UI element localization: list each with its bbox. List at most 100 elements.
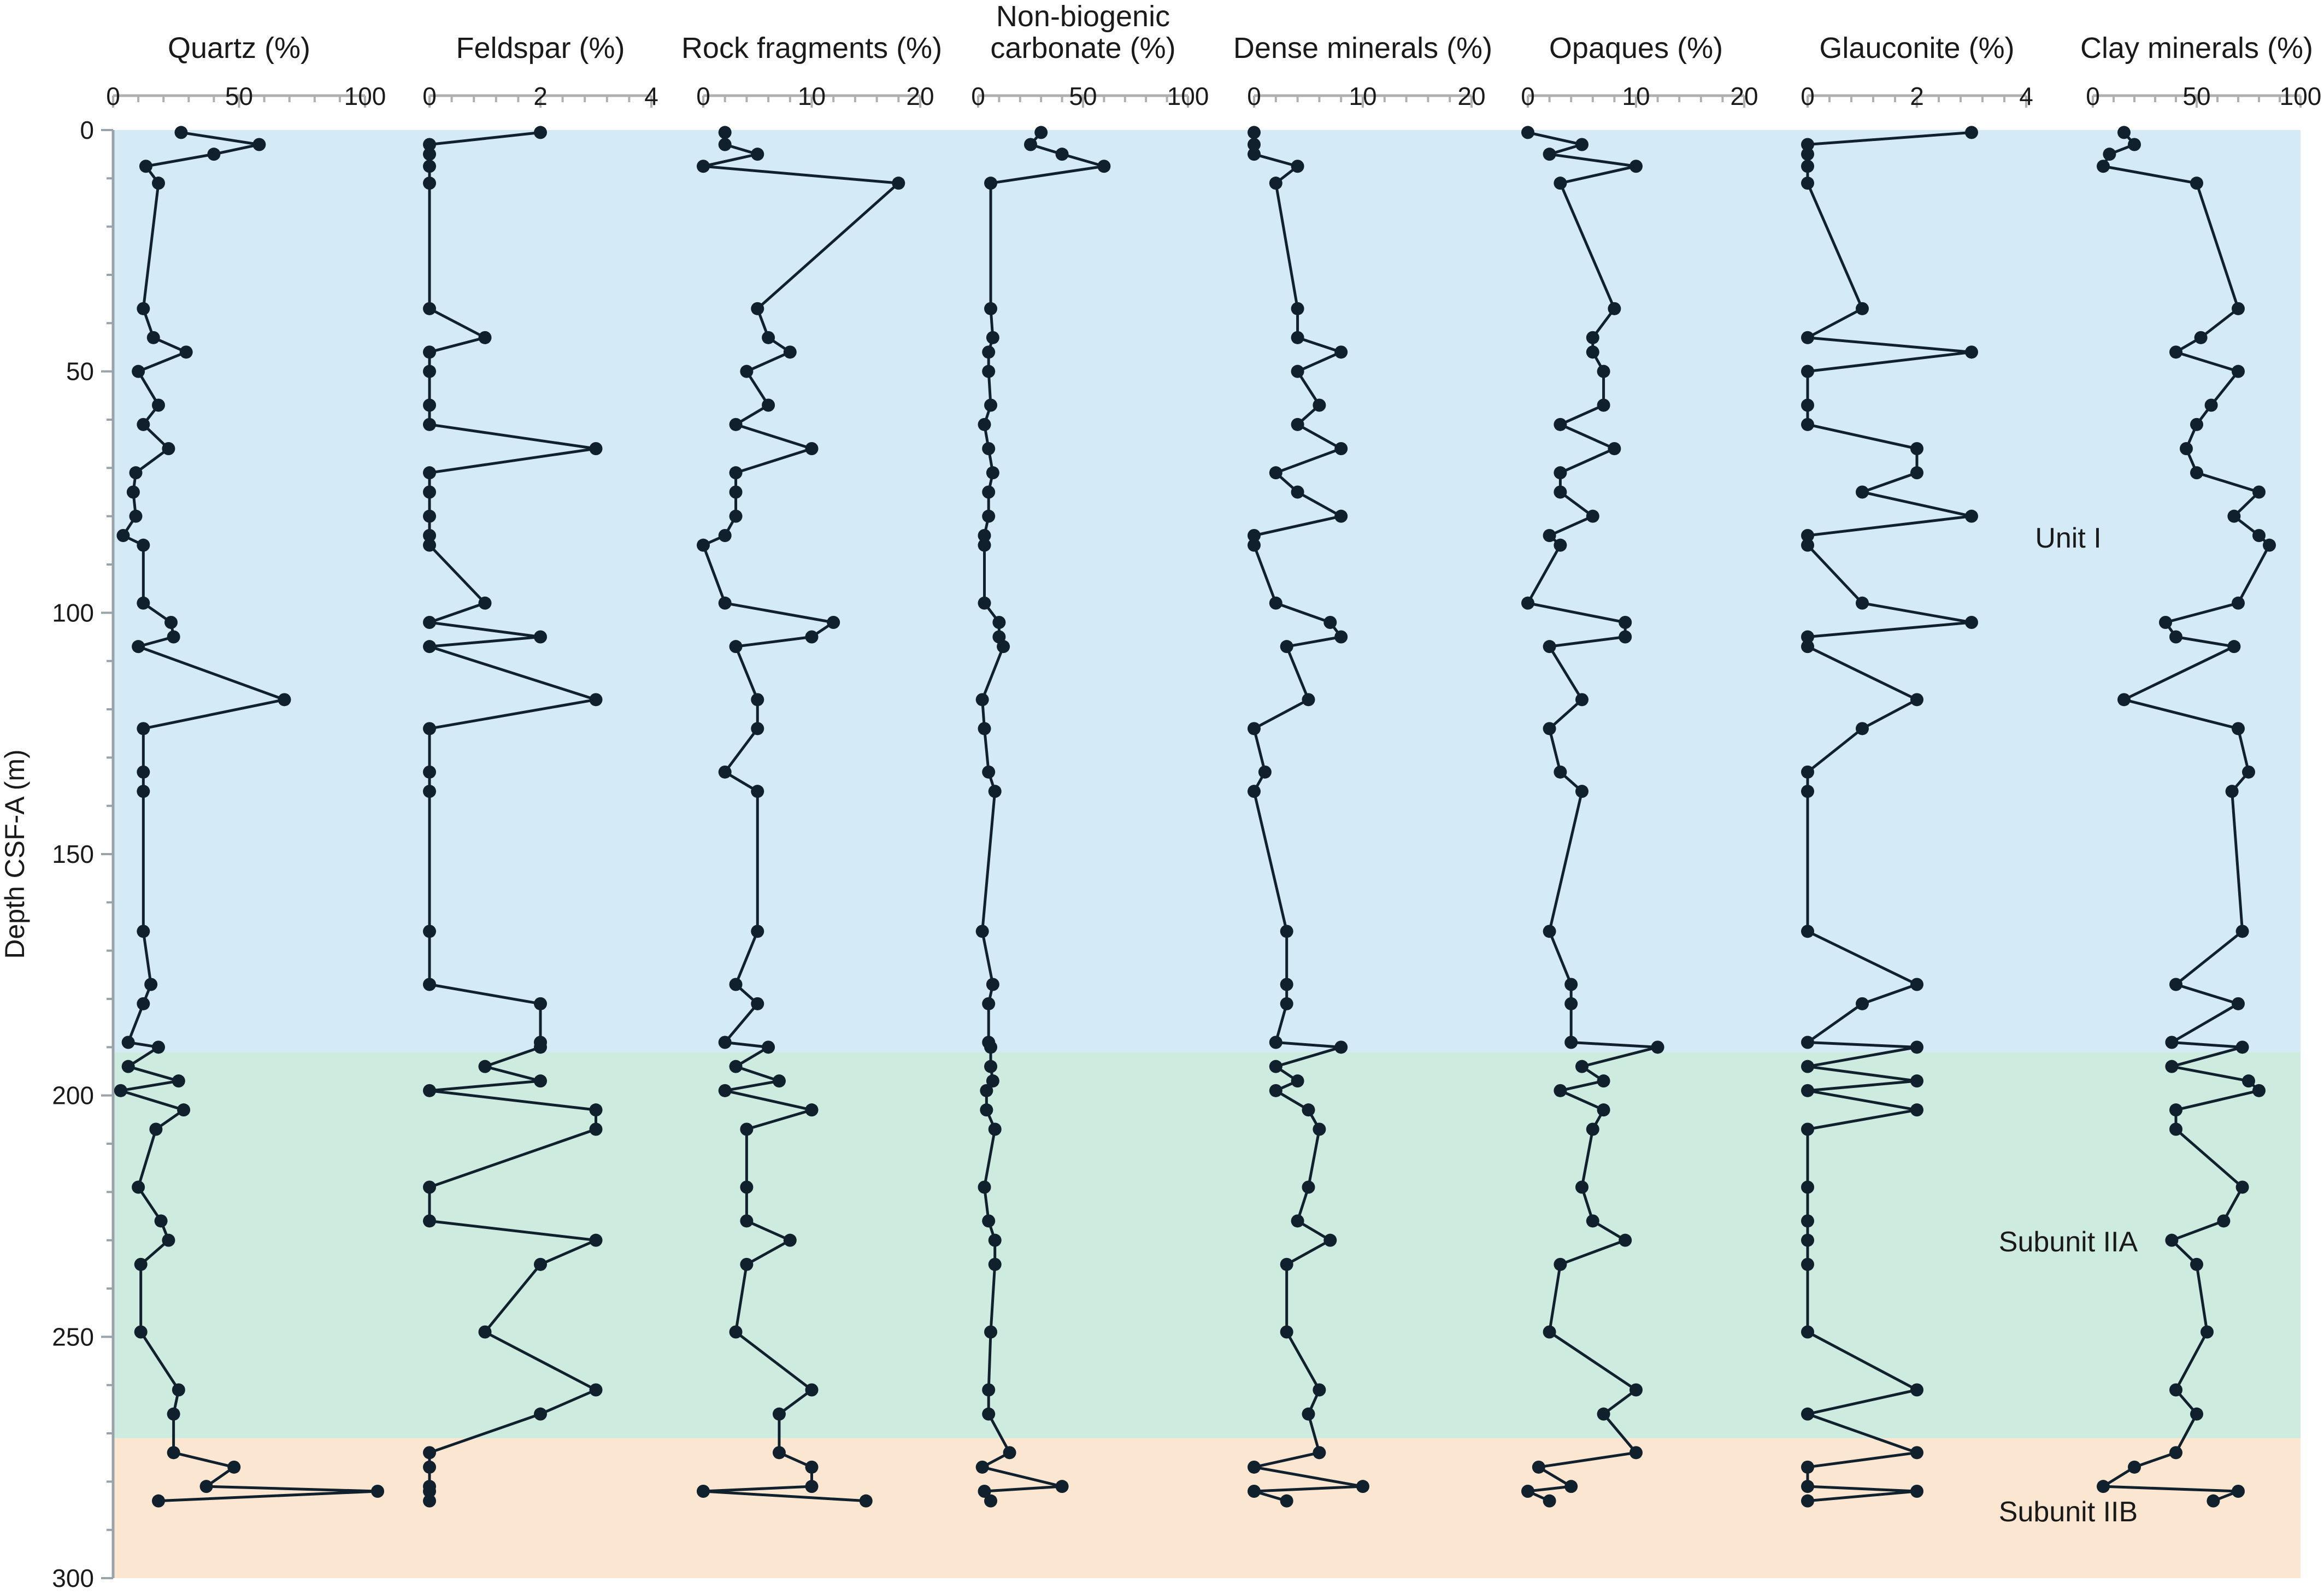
data-point: [1291, 331, 1304, 344]
data-point: [1965, 616, 1978, 629]
data-point: [2252, 485, 2266, 499]
data-point: [729, 485, 743, 499]
data-point: [1055, 1480, 1069, 1493]
data-point: [1543, 640, 1556, 654]
data-point: [1280, 997, 1293, 1010]
data-point: [982, 765, 996, 779]
data-point: [1910, 693, 1923, 707]
data-point: [1586, 509, 1599, 523]
data-point: [1313, 1446, 1326, 1460]
data-point: [2204, 398, 2218, 412]
data-point: [2227, 640, 2241, 654]
data-point: [1248, 785, 1261, 798]
data-point: [1801, 785, 1814, 798]
data-point: [1269, 596, 1282, 610]
data-point: [1269, 1036, 1282, 1049]
data-point: [984, 1060, 998, 1073]
data-point: [1003, 1446, 1016, 1460]
data-point: [1302, 693, 1315, 707]
depth-tick-label: 200: [52, 1081, 94, 1110]
data-point: [740, 1122, 754, 1136]
data-point: [1248, 722, 1261, 736]
data-point: [132, 364, 145, 378]
data-point: [772, 1446, 786, 1460]
data-point: [988, 785, 1002, 798]
x-tick-label: 100: [2280, 82, 2322, 110]
panel: Opaques (%) 0 10 20: [1521, 32, 1758, 1508]
data-point: [805, 1103, 819, 1117]
data-point: [423, 177, 436, 190]
data-point: [146, 331, 160, 344]
data-point: [423, 925, 436, 938]
data-point: [1564, 1036, 1578, 1049]
panel-title: Rock fragments (%): [681, 32, 942, 64]
panel-title: Clay minerals (%): [2080, 32, 2313, 64]
data-point: [1801, 417, 1814, 431]
data-point: [1291, 160, 1304, 173]
data-point: [718, 1036, 732, 1049]
data-point: [1302, 1180, 1315, 1194]
data-point: [252, 138, 266, 151]
data-point: [423, 302, 436, 315]
data-point: [1097, 160, 1111, 173]
data-point: [982, 485, 996, 499]
unit-band: [113, 130, 2301, 1052]
data-point: [1280, 925, 1293, 938]
data-point: [1801, 398, 1814, 412]
data-point: [772, 1074, 786, 1088]
x-tick-label: 0: [106, 82, 120, 110]
data-point: [2190, 466, 2203, 480]
data-point: [1965, 126, 1978, 139]
data-point: [1024, 138, 1037, 151]
data-point: [1910, 1074, 1923, 1088]
data-point: [144, 978, 158, 991]
x-tick-label: 10: [798, 82, 826, 110]
data-point: [137, 538, 150, 552]
x-tick-label: 10: [1349, 82, 1376, 110]
data-point: [2117, 693, 2131, 707]
data-point: [988, 1257, 1002, 1271]
data-point: [423, 138, 436, 151]
data-point: [1629, 1383, 1643, 1397]
panel: Rock fragments (%) 0 10 20: [681, 32, 942, 1508]
data-point: [423, 364, 436, 378]
data-point: [859, 1494, 873, 1508]
data-point: [172, 1383, 185, 1397]
data-point: [2169, 345, 2182, 359]
data-point: [1269, 1060, 1282, 1073]
data-point: [1651, 1040, 1664, 1054]
data-point: [137, 417, 150, 431]
data-point: [1856, 302, 1869, 315]
data-point: [1629, 1446, 1643, 1460]
data-point: [116, 529, 130, 542]
data-point: [772, 1407, 786, 1421]
data-point: [992, 616, 1006, 629]
data-point: [982, 345, 996, 359]
data-point: [982, 1407, 996, 1421]
data-point: [177, 1103, 191, 1117]
data-point: [1575, 785, 1588, 798]
data-point: [982, 364, 996, 378]
data-point: [1801, 1214, 1814, 1228]
data-point: [423, 538, 436, 552]
panel: Glauconite (%)0 2 4: [1801, 32, 2033, 1508]
data-point: [997, 640, 1010, 654]
data-point: [1597, 1407, 1610, 1421]
data-point: [1334, 630, 1348, 644]
data-point: [2169, 1122, 2182, 1136]
data-point: [982, 997, 996, 1010]
data-point: [423, 148, 436, 161]
data-point: [2232, 364, 2245, 378]
data-point: [783, 345, 797, 359]
depth-tick-label: 300: [52, 1564, 94, 1592]
data-point: [740, 1257, 754, 1271]
data-point: [1801, 765, 1814, 779]
data-point: [729, 1060, 743, 1073]
data-point: [1543, 148, 1556, 161]
data-point: [1801, 177, 1814, 190]
data-point: [534, 1040, 547, 1054]
data-point: [1619, 630, 1632, 644]
data-point: [1521, 126, 1534, 139]
